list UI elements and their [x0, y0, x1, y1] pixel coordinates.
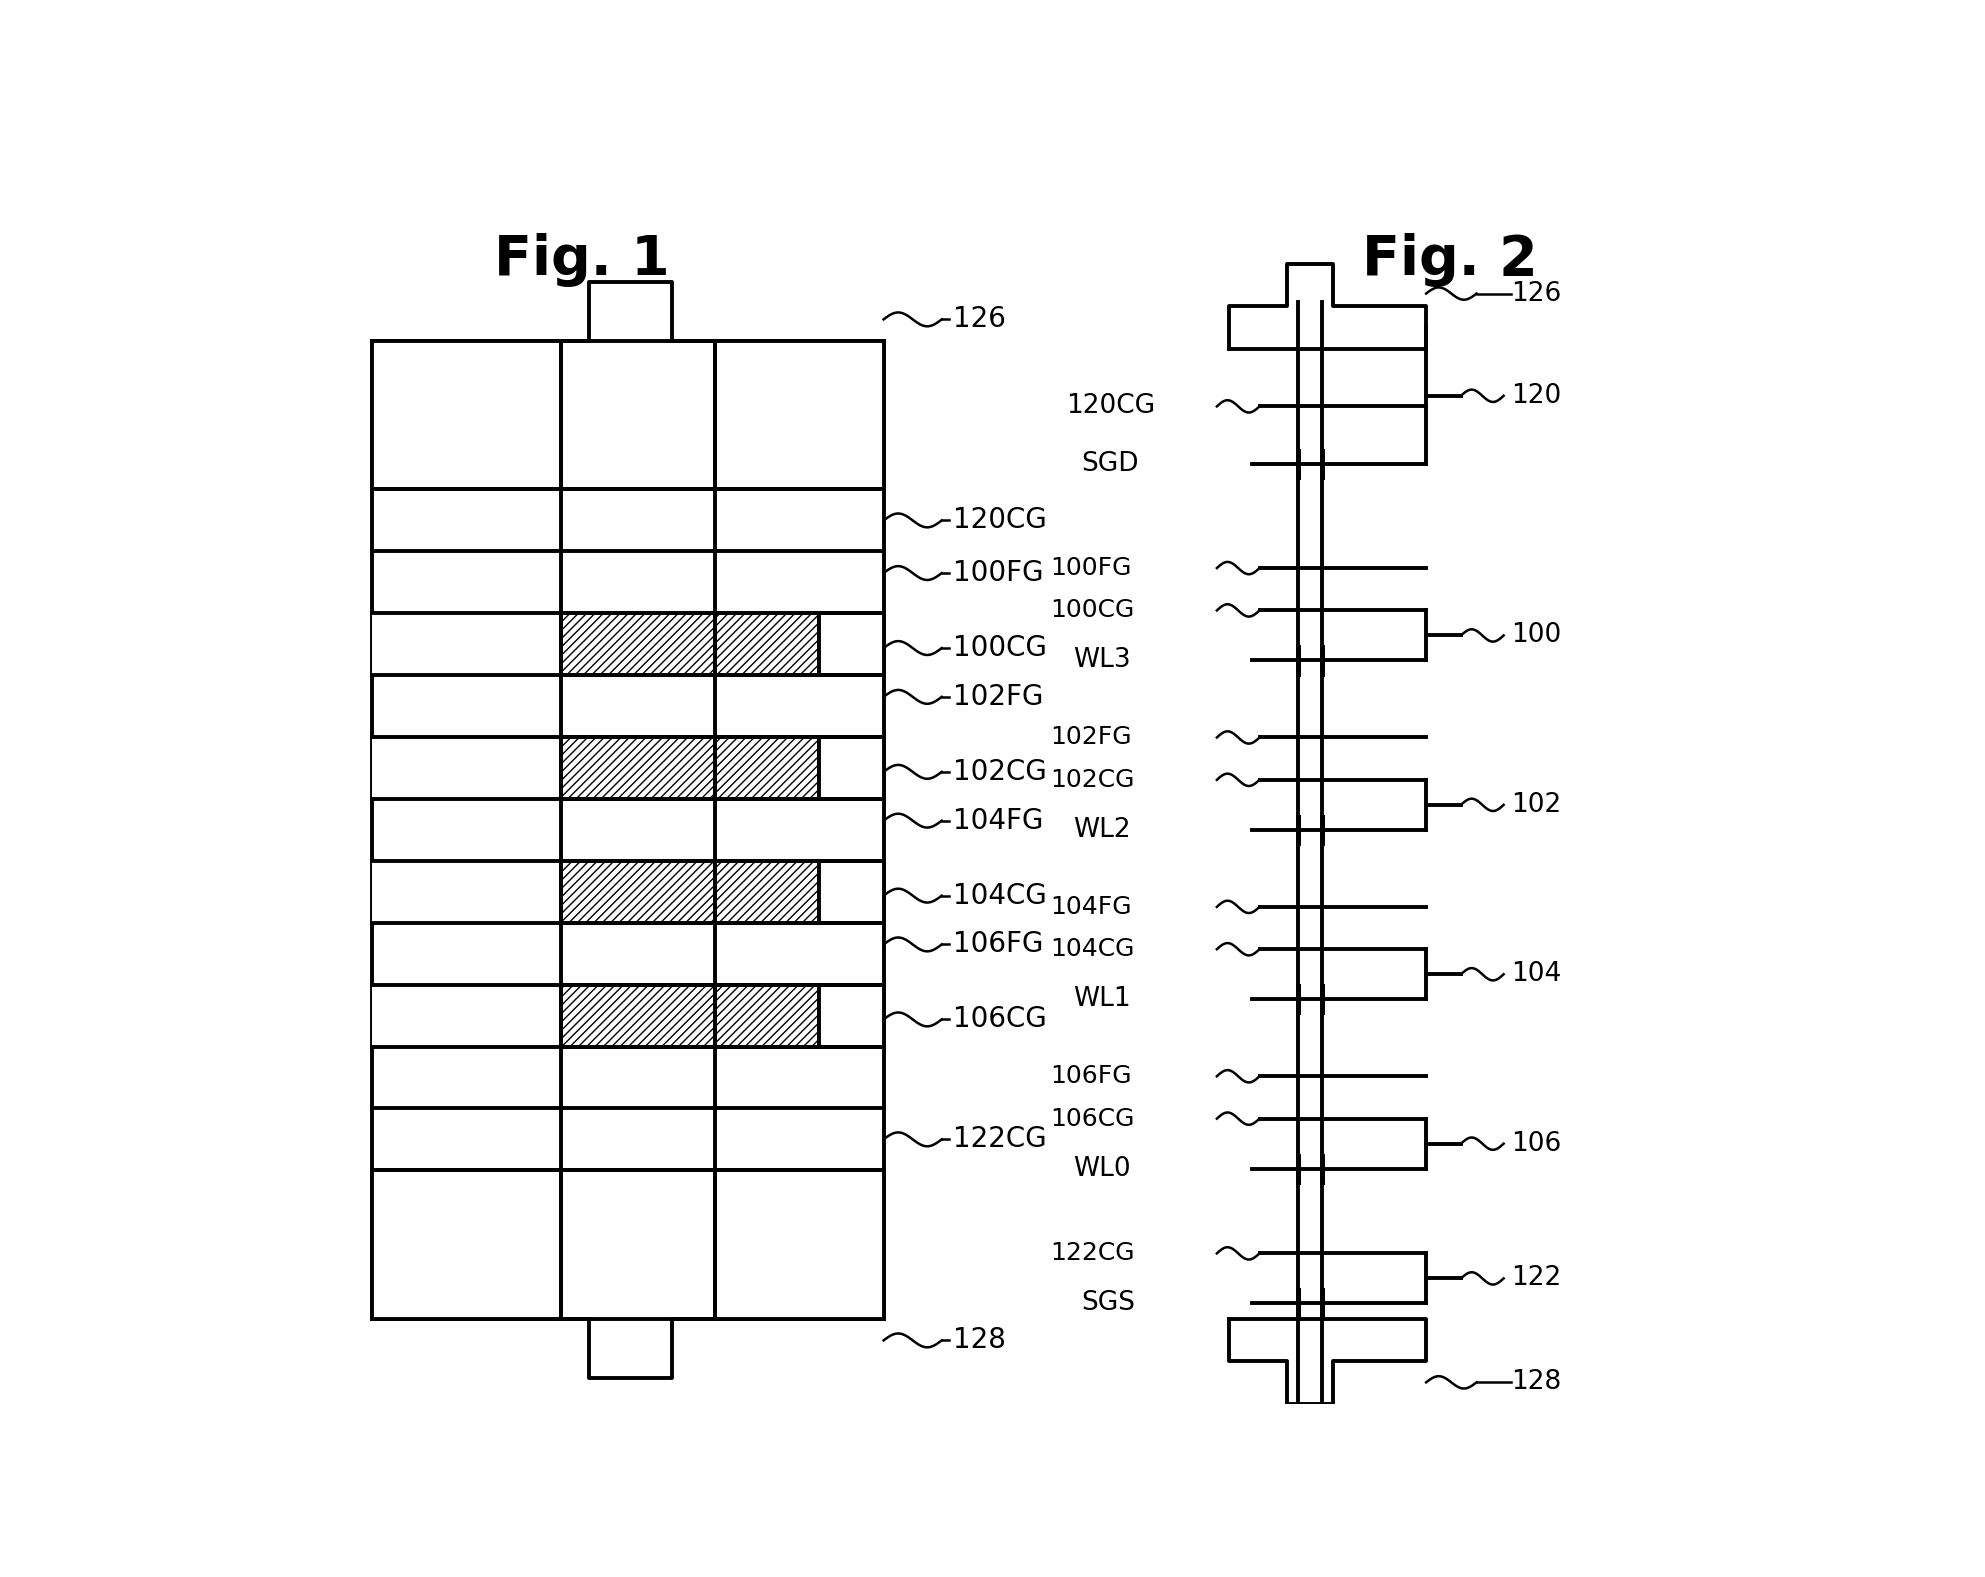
Bar	[820, 613, 883, 675]
Text: 106FG: 106FG	[953, 930, 1044, 959]
Text: 102FG: 102FG	[953, 683, 1044, 711]
Text: 122: 122	[1511, 1265, 1562, 1292]
Bar	[715, 736, 820, 800]
Text: 100CG: 100CG	[1050, 598, 1135, 623]
Text: Fig. 2: Fig. 2	[1362, 233, 1536, 287]
Bar	[715, 1170, 883, 1318]
Text: 122CG: 122CG	[953, 1126, 1046, 1153]
Text: WL3: WL3	[1074, 648, 1131, 673]
Bar	[371, 613, 562, 675]
Text: WL0: WL0	[1074, 1156, 1131, 1181]
Bar	[371, 861, 562, 923]
Text: 106FG: 106FG	[1050, 1064, 1131, 1088]
Text: 128: 128	[953, 1326, 1006, 1355]
Text: 126: 126	[953, 306, 1006, 333]
Text: 100: 100	[1511, 623, 1562, 648]
Text: 104: 104	[1511, 962, 1562, 987]
Bar	[562, 736, 715, 800]
Text: 100CG: 100CG	[953, 634, 1048, 662]
Text: SGS: SGS	[1082, 1290, 1135, 1317]
Text: Fig. 1: Fig. 1	[494, 233, 669, 287]
Bar	[715, 984, 820, 1047]
Text: 122CG: 122CG	[1050, 1241, 1135, 1265]
Bar	[562, 613, 715, 675]
Bar	[371, 984, 562, 1047]
Text: 102: 102	[1511, 792, 1562, 818]
Bar	[562, 984, 715, 1047]
Text: 104CG: 104CG	[1050, 937, 1135, 962]
Text: 106: 106	[1511, 1131, 1562, 1156]
Bar	[715, 861, 820, 923]
Text: 120CG: 120CG	[1066, 393, 1155, 419]
Bar	[715, 341, 883, 489]
Text: 100FG: 100FG	[953, 560, 1044, 587]
Text: 104FG: 104FG	[953, 807, 1044, 834]
Text: 120: 120	[1511, 383, 1562, 408]
Text: 120CG: 120CG	[953, 506, 1048, 535]
Bar	[715, 613, 820, 675]
Bar	[371, 736, 562, 800]
Text: 106CG: 106CG	[953, 1006, 1048, 1033]
Text: 104CG: 104CG	[953, 882, 1048, 910]
Text: 102CG: 102CG	[1050, 768, 1135, 792]
Text: SGD: SGD	[1082, 451, 1139, 478]
Text: 102CG: 102CG	[953, 759, 1048, 785]
Text: WL2: WL2	[1074, 817, 1131, 842]
Text: 104FG: 104FG	[1050, 894, 1131, 919]
Bar	[820, 861, 883, 923]
Text: 128: 128	[1511, 1369, 1562, 1396]
Text: 126: 126	[1511, 281, 1562, 306]
Text: 102FG: 102FG	[1050, 725, 1131, 749]
Bar	[820, 984, 883, 1047]
Text: 100FG: 100FG	[1050, 557, 1131, 580]
Bar	[820, 736, 883, 800]
Text: WL1: WL1	[1074, 986, 1131, 1012]
Bar	[371, 341, 562, 489]
Bar	[371, 1170, 562, 1318]
Text: 106CG: 106CG	[1050, 1107, 1135, 1131]
Bar	[371, 341, 883, 1318]
Bar	[562, 861, 715, 923]
